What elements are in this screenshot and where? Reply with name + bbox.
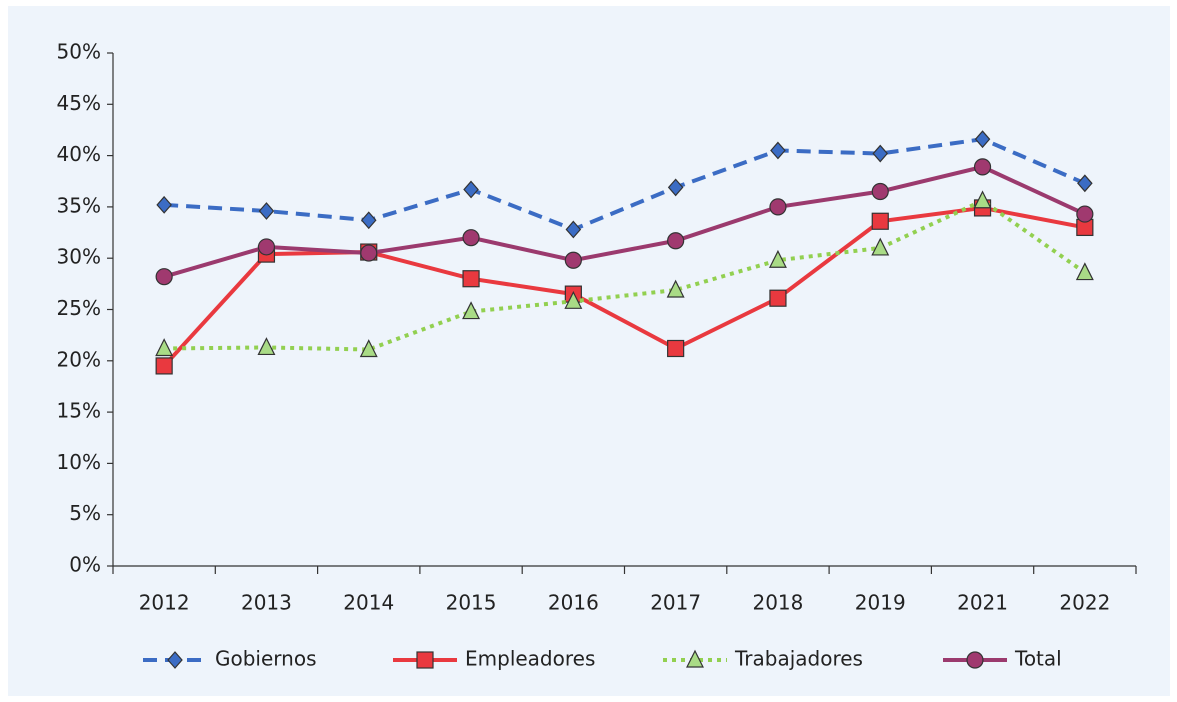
marker (667, 232, 685, 250)
marker (871, 237, 890, 256)
marker (462, 270, 480, 288)
legend-label: Empleadores (465, 647, 595, 671)
y-tick-label: 20% (57, 347, 101, 371)
marker (463, 180, 479, 199)
marker (973, 158, 992, 176)
marker (973, 190, 992, 209)
legend-marker (416, 651, 434, 669)
legend-label: Trabajadores (734, 647, 863, 671)
marker (257, 238, 276, 256)
marker (564, 290, 583, 309)
marker (462, 301, 481, 320)
legend-marker (686, 649, 704, 668)
legend-label: Total (1014, 647, 1062, 671)
marker (360, 244, 378, 262)
series-line (163, 164, 1086, 279)
marker (770, 141, 786, 160)
marker (155, 357, 173, 375)
legend-marker (966, 651, 984, 669)
y-tick-label: 5% (69, 501, 101, 525)
marker (155, 338, 174, 357)
marker (667, 339, 685, 358)
x-tick-label: 2022 (1059, 591, 1110, 615)
marker (155, 268, 173, 286)
marker (1077, 174, 1093, 193)
marker (666, 279, 685, 298)
y-tick-label: 0% (69, 553, 101, 577)
y-tick-label: 30% (57, 245, 101, 269)
marker (257, 337, 276, 356)
marker (156, 195, 172, 214)
marker (768, 249, 787, 268)
marker (462, 229, 480, 247)
x-tick-label: 2013 (241, 591, 292, 615)
x-tick-label: 2014 (343, 591, 394, 615)
legend-marker (167, 651, 183, 669)
y-tick-label: 10% (57, 450, 101, 474)
marker (769, 289, 787, 307)
marker (258, 202, 275, 220)
marker (872, 144, 889, 163)
x-tick-label: 2016 (548, 591, 599, 615)
x-tick-label: 2018 (752, 591, 803, 615)
x-tick-label: 2017 (650, 591, 701, 615)
marker (359, 339, 378, 358)
panel (8, 6, 1170, 696)
x-tick-label: 2021 (957, 591, 1008, 615)
marker (871, 212, 889, 230)
y-tick-label: 25% (57, 296, 101, 320)
marker (1075, 262, 1094, 281)
marker (565, 220, 582, 239)
marker (769, 198, 787, 216)
marker (1076, 205, 1094, 223)
marker (871, 182, 889, 201)
marker (360, 211, 377, 230)
marker (564, 251, 582, 269)
y-tick-label: 50% (57, 40, 101, 64)
legend-label: Gobiernos (215, 647, 317, 671)
x-tick-label: 2015 (446, 591, 497, 615)
series-line (164, 137, 1086, 232)
y-tick-label: 40% (57, 142, 101, 166)
x-tick-label: 2012 (139, 591, 190, 615)
series-line (162, 205, 1086, 368)
marker (974, 130, 991, 149)
y-tick-label: 35% (57, 193, 101, 217)
marker (667, 178, 684, 197)
y-tick-label: 45% (57, 91, 101, 115)
series-line (164, 198, 1086, 352)
y-tick-label: 15% (57, 399, 101, 423)
x-tick-label: 2019 (855, 591, 906, 615)
